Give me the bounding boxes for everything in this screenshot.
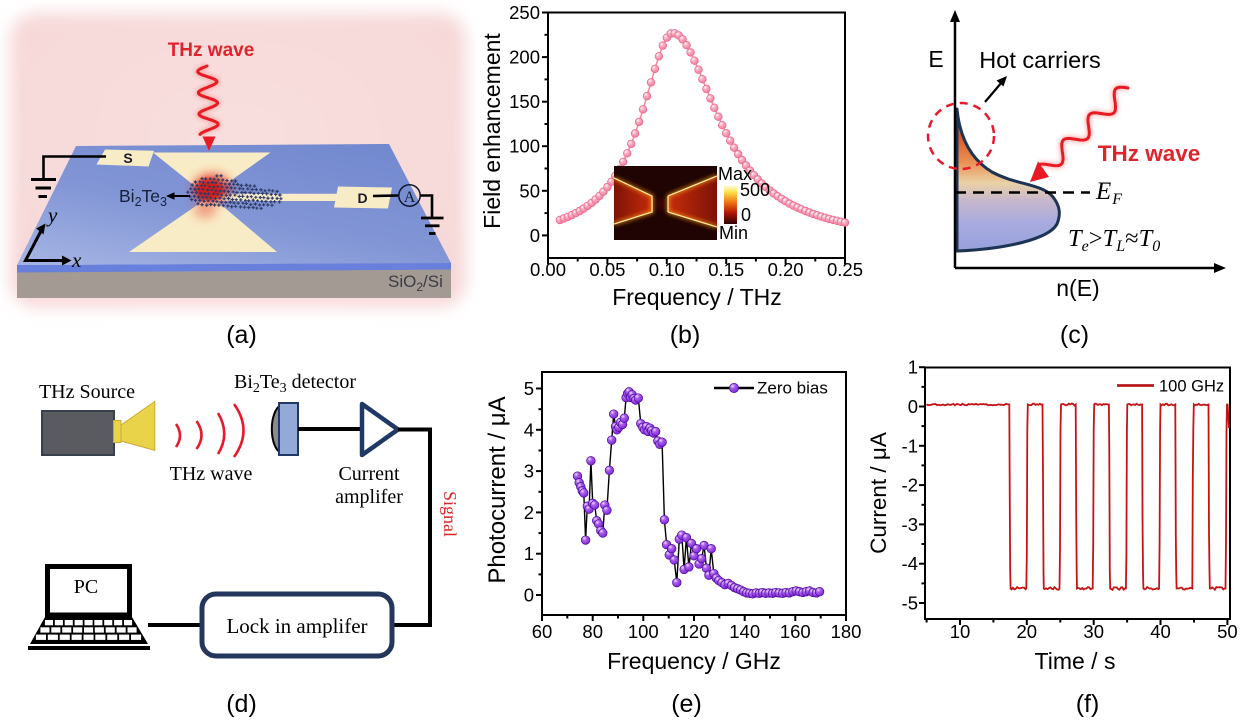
svg-text:-5: -5 <box>902 593 918 614</box>
svg-text:60: 60 <box>532 621 553 642</box>
svg-text:THz Source: THz Source <box>39 381 135 403</box>
svg-text:0.05: 0.05 <box>589 259 625 280</box>
svg-text:(d): (d) <box>226 690 257 718</box>
svg-text:(a): (a) <box>226 321 257 349</box>
svg-text:D: D <box>357 190 367 206</box>
svg-text:100: 100 <box>509 136 540 157</box>
svg-text:Min: Min <box>719 223 748 243</box>
svg-text:A: A <box>404 189 416 206</box>
svg-text:0: 0 <box>908 396 918 417</box>
svg-text:n(E): n(E) <box>1056 275 1099 301</box>
svg-text:Lock in amplifer: Lock in amplifer <box>226 614 367 638</box>
svg-text:3: 3 <box>524 461 534 482</box>
svg-text:40: 40 <box>1150 621 1171 642</box>
svg-text:Frequency / GHz: Frequency / GHz <box>607 648 781 674</box>
svg-text:80: 80 <box>582 621 603 642</box>
svg-text:120: 120 <box>679 621 710 642</box>
svg-text:1: 1 <box>908 357 918 378</box>
svg-text:Field enhancement: Field enhancement <box>479 33 505 229</box>
svg-text:(f): (f) <box>1076 690 1100 718</box>
svg-text:180: 180 <box>831 621 862 642</box>
svg-text:4: 4 <box>524 419 534 440</box>
svg-text:S: S <box>123 150 132 166</box>
svg-text:20: 20 <box>1017 621 1038 642</box>
svg-text:Signal: Signal <box>440 491 460 537</box>
svg-text:Current / μA: Current / μA <box>866 432 891 554</box>
svg-text:(b): (b) <box>670 321 701 349</box>
svg-text:50: 50 <box>1217 621 1238 642</box>
svg-text:0: 0 <box>741 205 751 225</box>
svg-text:Bi2Te3 detector: Bi2Te3 detector <box>234 371 356 396</box>
svg-text:Bi2Te3: Bi2Te3 <box>119 186 167 209</box>
svg-text:Current: Current <box>338 463 400 485</box>
svg-text:Hot carriers: Hot carriers <box>979 47 1100 73</box>
svg-text:0.15: 0.15 <box>708 259 744 280</box>
svg-text:0: 0 <box>524 585 534 606</box>
svg-text:THz wave: THz wave <box>1098 141 1201 166</box>
svg-text:Zero bias: Zero bias <box>757 379 828 398</box>
svg-text:x: x <box>71 248 82 272</box>
svg-text:EF: EF <box>1095 178 1122 208</box>
svg-text:-1: -1 <box>902 435 918 456</box>
svg-text:amplifer: amplifer <box>335 486 403 508</box>
svg-text:50: 50 <box>519 180 540 201</box>
svg-text:5: 5 <box>524 378 534 399</box>
svg-text:0.25: 0.25 <box>827 259 863 280</box>
svg-text:THz wave: THz wave <box>170 463 253 485</box>
svg-text:160: 160 <box>780 621 811 642</box>
svg-text:100: 100 <box>628 621 659 642</box>
svg-text:0.10: 0.10 <box>649 259 685 280</box>
svg-text:PC: PC <box>74 576 98 598</box>
svg-text:0.20: 0.20 <box>768 259 804 280</box>
svg-text:1: 1 <box>524 543 534 564</box>
svg-text:0.00: 0.00 <box>530 259 566 280</box>
svg-text:2: 2 <box>524 502 534 523</box>
svg-text:Te>TL≈T0: Te>TL≈T0 <box>1068 225 1160 255</box>
svg-text:-3: -3 <box>902 514 918 535</box>
svg-text:10: 10 <box>950 621 971 642</box>
svg-text:(c): (c) <box>1060 321 1089 349</box>
svg-text:0: 0 <box>530 225 540 246</box>
svg-text:200: 200 <box>509 47 540 68</box>
svg-text:E: E <box>928 46 943 72</box>
svg-text:-2: -2 <box>902 475 918 496</box>
svg-text:Time / s: Time / s <box>1035 648 1116 674</box>
svg-text:y: y <box>46 203 58 227</box>
svg-text:150: 150 <box>509 91 540 112</box>
svg-text:500: 500 <box>740 180 770 200</box>
svg-text:THz wave: THz wave <box>168 40 255 61</box>
svg-text:Frequency / THz: Frequency / THz <box>612 284 782 310</box>
svg-text:-4: -4 <box>902 553 918 574</box>
svg-text:Photocurrent / μA: Photocurrent / μA <box>484 396 511 583</box>
svg-text:30: 30 <box>1083 621 1104 642</box>
svg-text:Max: Max <box>718 164 752 184</box>
svg-text:140: 140 <box>729 621 760 642</box>
svg-text:(e): (e) <box>671 690 702 718</box>
svg-text:250: 250 <box>509 2 540 23</box>
svg-text:100 GHz: 100 GHz <box>1159 378 1224 396</box>
svg-text:SiO2/Si: SiO2/Si <box>388 272 443 294</box>
